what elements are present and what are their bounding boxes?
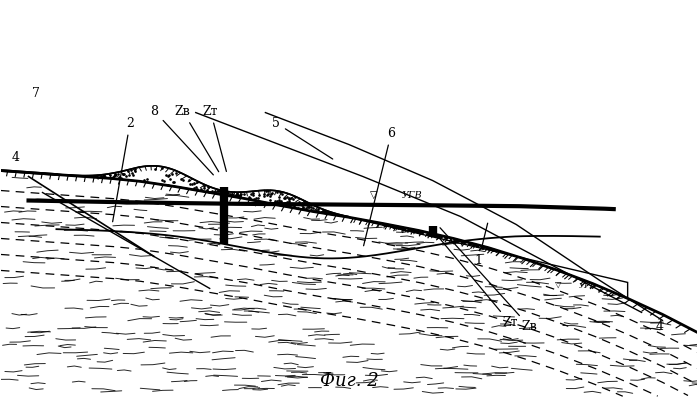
Text: ▽: ▽ — [555, 280, 561, 289]
Text: УГВ: УГВ — [401, 191, 422, 200]
Text: Zв: Zв — [174, 105, 218, 172]
Text: Zт: Zт — [202, 105, 226, 172]
Polygon shape — [349, 217, 628, 298]
Polygon shape — [43, 166, 349, 217]
Text: 2: 2 — [112, 117, 134, 222]
Text: ▽: ▽ — [370, 190, 377, 200]
Text: 4: 4 — [655, 320, 664, 333]
Text: Zт: Zт — [431, 228, 518, 329]
Text: 5: 5 — [272, 117, 333, 159]
Text: Zв: Zв — [440, 228, 537, 333]
Text: 4: 4 — [11, 150, 19, 164]
Text: 7: 7 — [32, 87, 40, 99]
Text: 1: 1 — [475, 223, 488, 267]
Text: УГВ: УГВ — [579, 282, 597, 290]
Text: 8: 8 — [151, 105, 214, 175]
Text: 6: 6 — [364, 127, 395, 246]
Text: Фиг. 2: Фиг. 2 — [320, 372, 378, 390]
